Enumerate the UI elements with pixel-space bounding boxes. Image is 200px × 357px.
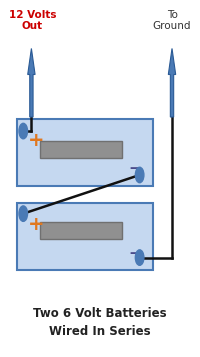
Bar [17,203,153,270]
Circle shape [135,167,144,183]
Bar [40,141,122,158]
Text: −: − [129,161,142,176]
Text: +: + [28,131,44,150]
Text: 12 Volts
Out: 12 Volts Out [9,10,56,31]
Text: −: − [129,246,142,261]
Circle shape [19,123,28,139]
Circle shape [19,206,28,221]
Text: Two 6 Volt Batteries
Wired In Series: Two 6 Volt Batteries Wired In Series [33,307,167,338]
Bar [17,119,153,186]
Bar [40,222,122,239]
Text: To
Ground: To Ground [153,10,191,31]
FancyArrow shape [28,49,35,117]
Text: +: + [28,215,44,234]
FancyArrow shape [168,49,176,117]
Circle shape [135,250,144,265]
